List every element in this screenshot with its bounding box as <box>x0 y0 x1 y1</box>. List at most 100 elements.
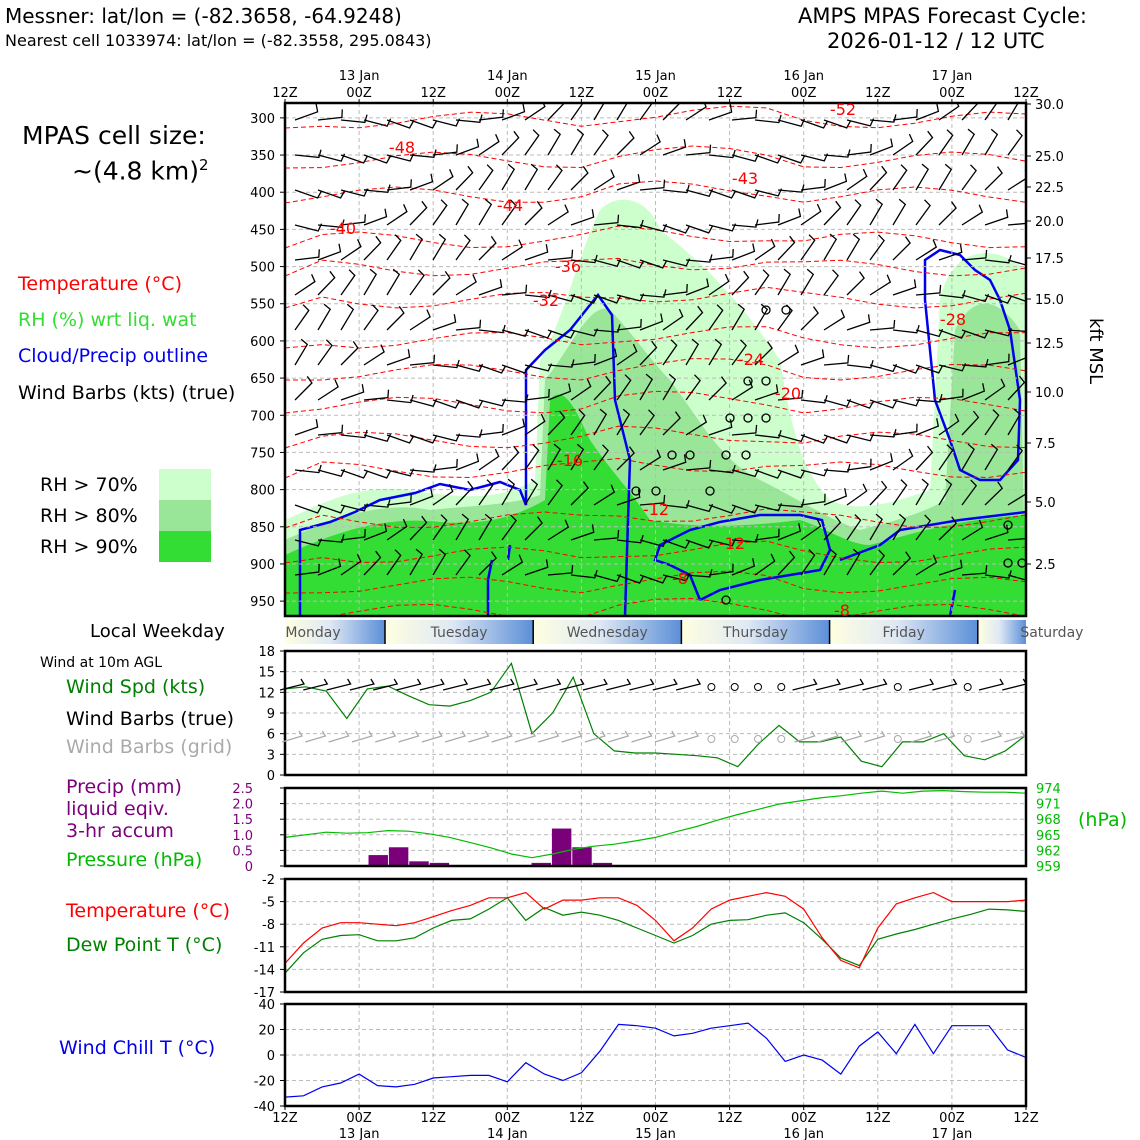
wind-barb <box>616 446 635 471</box>
precip-bar <box>409 861 429 866</box>
legend-temperature: Temperature (°C) <box>18 273 182 295</box>
wind-barb <box>984 209 1009 226</box>
rh-legend-90-swatch <box>159 531 211 562</box>
wind-barb <box>892 198 907 226</box>
temperature-contour-label: -20 <box>775 384 801 403</box>
precip-bar <box>531 862 551 866</box>
calm-wind-circle <box>651 486 661 496</box>
wind-barb <box>984 103 998 121</box>
wind-barb <box>432 433 461 442</box>
wind-barb <box>662 339 678 366</box>
wind-barb <box>731 533 759 543</box>
wind-barb <box>340 214 366 226</box>
wind-barb <box>363 118 392 127</box>
temperature-contour-line <box>285 105 1026 129</box>
wind-barb <box>938 444 954 471</box>
temperature-contour-label: -32 <box>533 291 559 310</box>
pressure-tick-label: 971 <box>1036 798 1061 813</box>
wind-barb-true <box>279 678 306 691</box>
wind-barb <box>662 539 691 549</box>
wind-barb <box>892 133 914 156</box>
precip-bar <box>592 862 613 866</box>
wind-barb <box>961 128 976 156</box>
calm-wind-circle <box>743 413 753 423</box>
wind-barb <box>823 398 852 408</box>
wind-barb <box>754 303 769 331</box>
wind-barb <box>547 383 572 401</box>
wind-speed-line <box>284 662 1027 768</box>
wind-barb-grid <box>375 730 397 743</box>
top-date-label: 14 Jan <box>487 69 528 84</box>
wind-barb <box>409 173 434 191</box>
wind-barb <box>938 478 953 506</box>
wind-barb <box>524 413 546 436</box>
height-tick-label: 17.5 <box>1035 252 1064 267</box>
wind-barb <box>662 139 687 156</box>
wind-barb <box>846 399 875 409</box>
weekday-band <box>533 620 682 644</box>
wind-barb <box>685 254 713 263</box>
wind-barb <box>708 104 733 121</box>
wind-barb <box>294 504 323 514</box>
wind-barb <box>1007 294 1026 302</box>
wind-barb <box>340 154 369 164</box>
bottom-hour-label: 00Z <box>643 1111 669 1126</box>
pressure-tick-label: 350 <box>250 149 275 164</box>
wind-barb <box>800 203 822 226</box>
wind-barb <box>432 271 451 296</box>
wind-barb <box>662 283 688 296</box>
wind-barb <box>731 109 758 121</box>
wind-barb <box>294 376 313 401</box>
wind-barb <box>731 379 754 401</box>
wind-barb <box>708 338 723 366</box>
wind-barb <box>915 478 929 506</box>
wind-tick-label: 15 <box>258 666 275 681</box>
wind-barb <box>869 428 897 438</box>
wind-barb <box>478 198 493 226</box>
wind-barb-grid <box>328 730 350 743</box>
wind-barb <box>685 338 700 366</box>
calm-wind-circle <box>1003 520 1013 530</box>
wind-barb <box>547 164 563 191</box>
wind-barb <box>570 353 596 366</box>
temperature-contour-label: -12 <box>719 534 745 553</box>
wind-barb <box>823 233 838 261</box>
temp-tick-label: -17 <box>254 986 275 1001</box>
wind-barb <box>340 341 359 366</box>
wind-barb <box>938 163 953 191</box>
wind-barb <box>846 143 872 156</box>
wind-barb <box>1007 574 1026 581</box>
wind-barb <box>547 204 569 226</box>
wind-barb <box>639 494 666 506</box>
wind-barb <box>846 118 875 127</box>
calm-circle-true <box>730 683 739 691</box>
rh-legend-80-swatch <box>159 500 211 531</box>
wind-barb <box>501 445 520 471</box>
wind-barb <box>570 103 584 121</box>
wind-barb <box>570 524 595 541</box>
wind-barb <box>662 454 687 471</box>
wind-barb <box>616 293 645 302</box>
pressure-tick-label: 450 <box>250 223 275 238</box>
wind-barb <box>524 516 543 541</box>
temp-tick-label: -2 <box>262 873 275 888</box>
wind-barb <box>340 269 356 296</box>
wind-barb <box>317 379 339 401</box>
wind-barb-true <box>908 678 935 691</box>
wind-barb <box>708 504 737 514</box>
wind-barb <box>731 303 746 331</box>
wind-barb-grid <box>864 730 886 743</box>
bottom-date-label: 16 Jan <box>783 1127 824 1140</box>
wind-barb <box>639 409 655 436</box>
wind-barb-grid <box>305 730 327 743</box>
wind-barb <box>823 515 842 541</box>
temperature-contour-line <box>285 457 1026 479</box>
wind-barb <box>570 254 598 264</box>
wind-barb <box>455 549 471 576</box>
temperature-contour-label: -8 <box>834 601 850 620</box>
wind-barb <box>478 164 494 191</box>
wind-barb <box>524 163 539 191</box>
wind-barb <box>478 279 503 296</box>
top-hour-label: 00Z <box>643 86 669 101</box>
precip-bar <box>368 855 388 866</box>
